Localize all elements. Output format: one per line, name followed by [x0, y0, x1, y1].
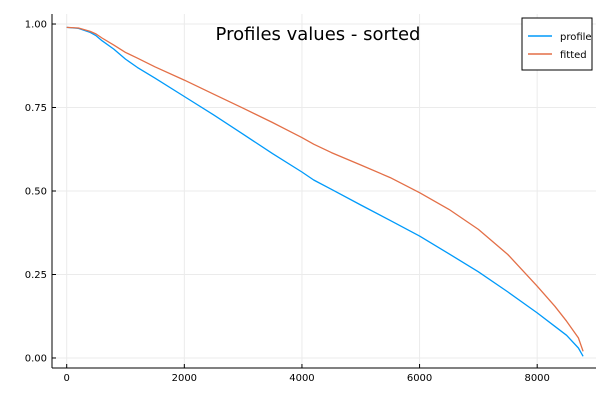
y-tick-label: 0.25 [25, 270, 47, 281]
x-tick-label: 6000 [407, 373, 432, 384]
x-tick-label: 8000 [524, 373, 549, 384]
series-line-profile [66, 26, 584, 357]
legend-label-profile: profile [560, 32, 592, 43]
y-tick-label: 1.00 [25, 20, 47, 31]
y-tick-label: 0.50 [25, 187, 47, 198]
chart-title: Profiles values - sorted [216, 24, 421, 45]
axes: 0 2000 4000 6000 8000 0.00 0.25 0.50 0.75 1.00 [25, 14, 596, 384]
grid [52, 14, 596, 368]
series-line-fitted [66, 26, 584, 352]
x-tick-label: 4000 [289, 373, 314, 384]
legend: profile fitted [521, 17, 593, 71]
x-tick-label: 0 [64, 373, 70, 384]
legend-label-fitted: fitted [560, 50, 587, 61]
x-tick-label: 2000 [172, 373, 197, 384]
y-tick-label: 0.00 [25, 353, 47, 364]
y-tick-label: 0.75 [25, 103, 47, 114]
legend-box [521, 17, 593, 71]
series-lines [66, 26, 584, 357]
